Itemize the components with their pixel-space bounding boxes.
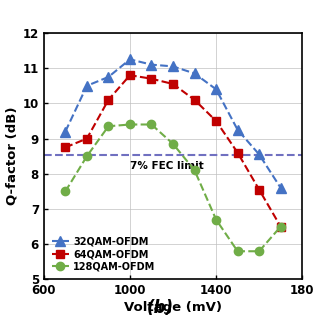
Line: 64QAM-OFDM: 64QAM-OFDM (61, 71, 285, 231)
Line: 128QAM-OFDM: 128QAM-OFDM (61, 120, 285, 255)
Legend: 32QAM-OFDM, 64QAM-OFDM, 128QAM-OFDM: 32QAM-OFDM, 64QAM-OFDM, 128QAM-OFDM (49, 234, 158, 275)
Text: 7% FEC limit: 7% FEC limit (130, 161, 204, 171)
128QAM-OFDM (107, 124, 110, 128)
32QAM-OFDM (193, 72, 196, 76)
128QAM-OFDM (257, 249, 261, 253)
32QAM-OFDM (214, 87, 218, 91)
64QAM-OFDM (236, 151, 240, 155)
64QAM-OFDM (171, 82, 175, 86)
64QAM-OFDM (85, 137, 89, 140)
128QAM-OFDM (85, 154, 89, 158)
32QAM-OFDM (63, 130, 67, 133)
128QAM-OFDM (171, 142, 175, 146)
128QAM-OFDM (63, 189, 67, 193)
64QAM-OFDM (279, 225, 283, 228)
Text: (b): (b) (147, 299, 173, 317)
64QAM-OFDM (214, 119, 218, 123)
32QAM-OFDM (171, 65, 175, 68)
64QAM-OFDM (193, 98, 196, 102)
32QAM-OFDM (85, 84, 89, 88)
128QAM-OFDM (193, 168, 196, 172)
64QAM-OFDM (63, 146, 67, 149)
32QAM-OFDM (279, 186, 283, 190)
32QAM-OFDM (236, 128, 240, 132)
X-axis label: Voltage (mV): Voltage (mV) (124, 301, 222, 315)
Line: 32QAM-OFDM: 32QAM-OFDM (60, 54, 285, 193)
128QAM-OFDM (279, 225, 283, 228)
32QAM-OFDM (128, 58, 132, 61)
128QAM-OFDM (236, 249, 240, 253)
64QAM-OFDM (107, 98, 110, 102)
32QAM-OFDM (149, 63, 153, 67)
128QAM-OFDM (149, 123, 153, 126)
Y-axis label: Q-factor (dB): Q-factor (dB) (5, 107, 19, 205)
64QAM-OFDM (257, 188, 261, 192)
64QAM-OFDM (128, 73, 132, 77)
64QAM-OFDM (149, 77, 153, 81)
128QAM-OFDM (214, 218, 218, 221)
32QAM-OFDM (107, 75, 110, 79)
128QAM-OFDM (128, 123, 132, 126)
32QAM-OFDM (257, 153, 261, 156)
